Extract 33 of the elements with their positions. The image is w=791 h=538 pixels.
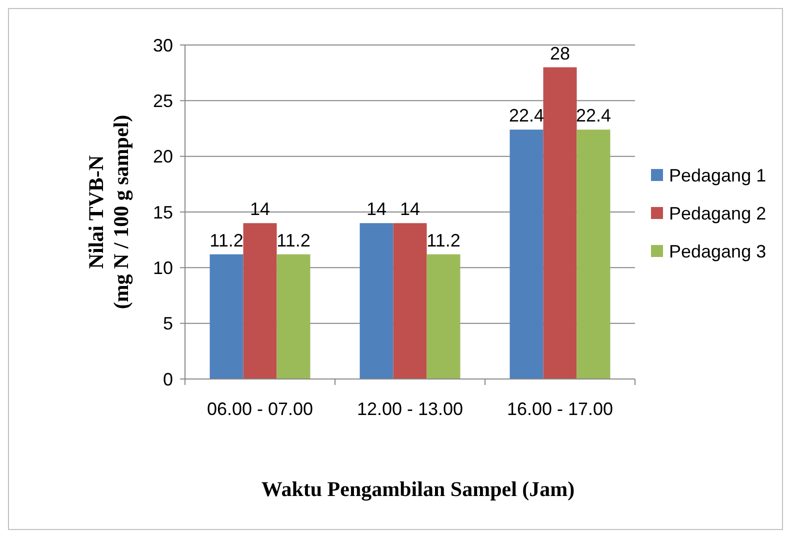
bar	[243, 223, 277, 379]
bar	[510, 130, 544, 379]
x-tick-label: 06.00 - 07.00	[206, 399, 314, 419]
bar	[426, 254, 460, 379]
y-tick-label: 10	[152, 258, 173, 278]
data-label: 11.2	[426, 230, 460, 250]
bar	[210, 254, 244, 379]
data-label: 11.2	[210, 230, 244, 250]
bar	[576, 130, 610, 379]
data-label: 14	[400, 199, 420, 220]
bar	[360, 223, 394, 379]
legend-label: Pedagang 1	[669, 165, 766, 186]
bar	[276, 254, 310, 379]
data-label: 14	[250, 199, 270, 220]
data-label: 14	[366, 199, 387, 220]
y-tick-label: 15	[152, 202, 173, 222]
y-tick-label: 20	[152, 146, 173, 167]
data-label: 28	[550, 43, 570, 64]
y-tick-label: 0	[162, 369, 173, 390]
bar	[393, 223, 427, 379]
y-tick-label: 30	[152, 35, 173, 56]
data-label: 22.4	[508, 106, 544, 126]
x-tick-label: 16.00 - 17.00	[506, 399, 614, 419]
bar	[543, 67, 577, 379]
legend-label: Pedagang 3	[669, 241, 766, 262]
legend-label: Pedagang 2	[669, 203, 766, 224]
x-axis-title: Waktu Pengambilan Sampel (Jam)	[261, 477, 575, 501]
x-tick-label: 12.00 - 13.00	[356, 399, 464, 419]
y-axis-title: Nilai TVB-N (mg N / 100 g sampel)	[84, 114, 133, 310]
y-tick-label: 5	[162, 314, 173, 334]
y-tick-label: 25	[152, 90, 173, 111]
data-label: 11.2	[276, 230, 310, 250]
data-label: 22.4	[576, 106, 612, 126]
